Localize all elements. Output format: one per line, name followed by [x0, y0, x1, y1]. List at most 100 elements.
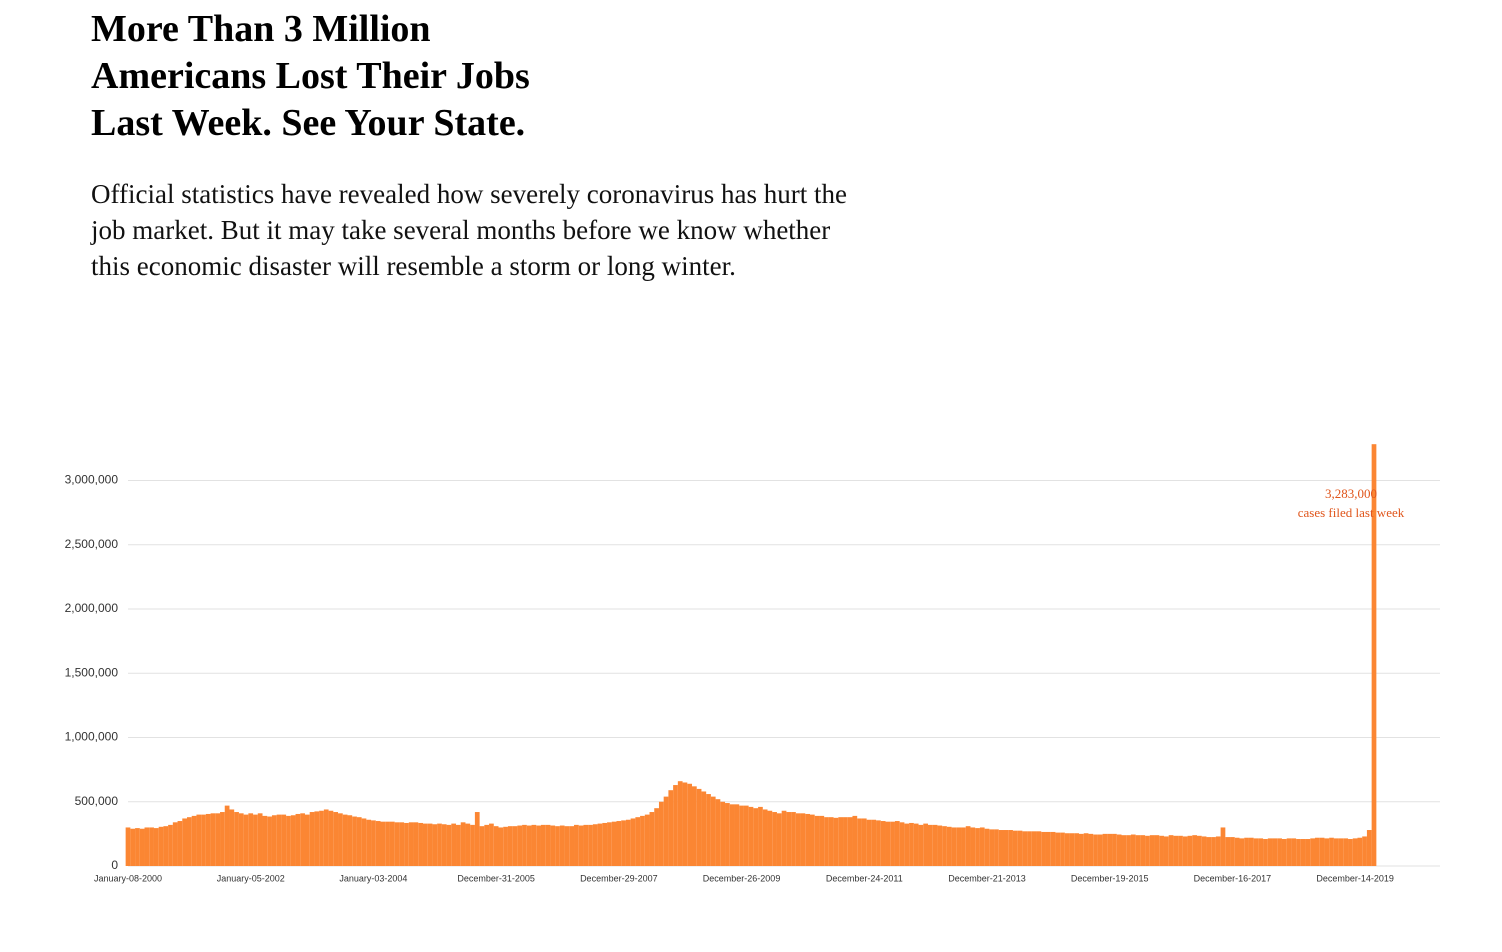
- bar: [852, 815, 858, 866]
- bar: [371, 820, 376, 866]
- bar: [408, 822, 414, 866]
- bar: [503, 826, 508, 866]
- bar: [446, 824, 452, 866]
- bar: [1239, 838, 1245, 866]
- annotation: cases filed last week: [1298, 505, 1405, 520]
- bar: [295, 813, 301, 866]
- bar: [191, 815, 197, 866]
- bar: [706, 794, 711, 866]
- bar: [994, 829, 999, 866]
- bar: [1272, 838, 1278, 866]
- bar: [838, 817, 844, 866]
- bar: [432, 824, 438, 866]
- bar: [1201, 836, 1207, 866]
- bar: [1140, 835, 1146, 866]
- bar: [186, 817, 192, 866]
- bar: [861, 818, 867, 866]
- bar: [304, 814, 310, 866]
- chart: 0 500,000 1,000,000 1,500,000 2,000,000 2,500…: [65, 444, 1440, 883]
- bar: [385, 821, 390, 866]
- bar: [1366, 830, 1372, 866]
- bar: [257, 813, 263, 866]
- bar: [1088, 833, 1094, 866]
- x-tick-label: December-29-2007: [580, 873, 658, 883]
- bar: [1291, 838, 1297, 866]
- y-tick-label: 3,000,000: [65, 473, 119, 487]
- bar: [951, 827, 957, 866]
- bar: [781, 810, 787, 866]
- bar: [507, 826, 513, 866]
- y-tick-label: 500,000: [75, 794, 119, 808]
- bar: [1168, 835, 1174, 866]
- bar: [828, 817, 834, 866]
- bar: [1357, 837, 1363, 866]
- bar: [1281, 839, 1287, 866]
- bar: [791, 812, 796, 866]
- bar: [286, 815, 291, 866]
- bar: [673, 785, 678, 866]
- bar: [871, 819, 877, 866]
- bar: [319, 810, 324, 866]
- bar: [1126, 835, 1131, 866]
- bar: [1135, 835, 1141, 866]
- bar: [1079, 833, 1084, 866]
- bar: [1225, 837, 1231, 866]
- bar: [857, 818, 862, 866]
- x-tick-label: January-08-2000: [94, 873, 162, 883]
- bar: [451, 823, 457, 866]
- bar: [625, 819, 631, 866]
- bar: [979, 827, 985, 866]
- bar: [201, 814, 206, 866]
- bar: [786, 812, 792, 866]
- bar: [904, 823, 910, 866]
- bar: [630, 818, 636, 866]
- bar: [1027, 831, 1032, 866]
- bar: [611, 821, 617, 866]
- bar: [772, 812, 777, 866]
- bar: [743, 805, 749, 866]
- bar: [739, 805, 744, 866]
- bar: [215, 813, 221, 866]
- bar: [880, 821, 886, 866]
- bar: [276, 814, 282, 866]
- bar: [687, 783, 693, 866]
- bar: [1036, 831, 1042, 866]
- bar: [389, 821, 395, 866]
- bar: [144, 827, 150, 866]
- bar: [715, 799, 721, 866]
- bar: [1093, 834, 1098, 866]
- bar: [290, 815, 296, 866]
- bar: [375, 821, 381, 866]
- bar: [418, 822, 423, 866]
- bar: [309, 812, 315, 866]
- bar: [474, 812, 480, 866]
- bar: [970, 827, 976, 866]
- bar: [498, 827, 504, 866]
- bar: [809, 814, 815, 866]
- bar: [550, 825, 556, 866]
- bar: [1267, 838, 1273, 866]
- bar: [607, 822, 612, 866]
- bar: [1022, 831, 1028, 866]
- bar: [262, 815, 268, 866]
- bar: [1187, 835, 1193, 866]
- bar: [748, 806, 754, 866]
- bar: [824, 817, 829, 866]
- bar: [569, 826, 575, 866]
- bar: [710, 796, 716, 866]
- bar: [1263, 839, 1268, 866]
- bar: [168, 824, 173, 866]
- bar: [1253, 838, 1259, 866]
- bar: [1343, 838, 1349, 866]
- bar: [125, 827, 131, 866]
- bar: [583, 824, 589, 866]
- bar: [342, 814, 348, 866]
- bar: [347, 815, 353, 866]
- bar: [1348, 839, 1353, 866]
- bar: [1107, 833, 1113, 866]
- bar: [578, 825, 584, 866]
- bar: [909, 822, 914, 866]
- bar: [1017, 830, 1023, 866]
- x-tick-label: January-05-2002: [217, 873, 285, 883]
- bar: [989, 829, 995, 866]
